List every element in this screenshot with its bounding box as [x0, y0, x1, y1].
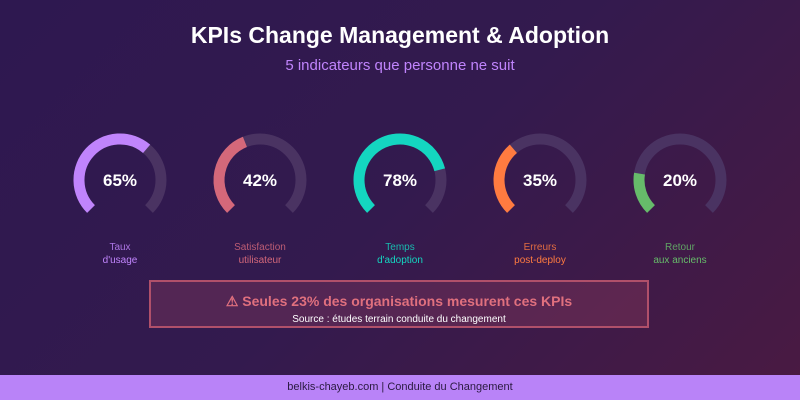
gauge-fill [213, 136, 248, 213]
kpi-label: Satisfaction utilisateur [200, 241, 320, 267]
gauge-fill [633, 172, 656, 213]
kpi-label-line1: Taux [109, 242, 131, 253]
footer: belkis-chayeb.com | Conduite du Changeme… [0, 375, 800, 400]
gauge-chart: 78% [353, 133, 447, 213]
kpi-label-line1: Retour [664, 242, 695, 253]
gauge-chart: 65% [73, 133, 167, 213]
kpi-label-line2: post-deploy [514, 255, 566, 266]
kpi-gauge: 78% Temps d'adoption [340, 125, 460, 267]
gauge-fill [493, 144, 518, 213]
kpi-gauge: 65% Taux d'usage [60, 125, 180, 267]
gauge-fill [353, 133, 446, 213]
kpi-gauge: 20% Retour aux anciens [620, 125, 740, 267]
kpi-label: Erreurs post-deploy [480, 241, 600, 267]
gauge-value: 78% [383, 171, 417, 190]
kpi-gauge: 42% Satisfaction utilisateur [200, 125, 320, 267]
kpi-label-line1: Satisfaction [234, 242, 286, 253]
kpi-label: Retour aux anciens [620, 241, 740, 267]
callout-source: Source : études terrain conduite du chan… [292, 314, 506, 325]
kpi-label-line2: utilisateur [238, 255, 282, 266]
gauge-value: 35% [523, 171, 557, 190]
kpi-label-line2: d'usage [102, 255, 138, 266]
gauge-value: 65% [103, 171, 137, 190]
gauge-chart: 35% [493, 133, 587, 213]
warning-callout: ⚠ Seules 23% des organisations mesurent … [149, 280, 649, 328]
kpi-label-line1: Temps [385, 242, 415, 253]
kpi-label-line1: Erreurs [523, 242, 557, 253]
gauge-fill [73, 133, 151, 213]
kpi-label: Taux d'usage [60, 241, 180, 267]
gauge-value: 20% [663, 171, 697, 190]
gauge-chart: 20% [633, 133, 727, 213]
page-subtitle: 5 indicateurs que personne ne suit [285, 57, 515, 74]
callout-main-text: ⚠ Seules 23% des organisations mesurent … [225, 293, 573, 309]
gauge-value: 42% [243, 171, 277, 190]
kpi-label-line2: d'adoption [377, 255, 423, 266]
kpi-label: Temps d'adoption [340, 241, 460, 267]
kpi-gauge: 35% Erreurs post-deploy [480, 125, 600, 267]
kpi-label-line2: aux anciens [653, 255, 707, 266]
page-title: KPIs Change Management & Adoption [190, 22, 610, 48]
gauge-chart: 42% [213, 133, 307, 213]
